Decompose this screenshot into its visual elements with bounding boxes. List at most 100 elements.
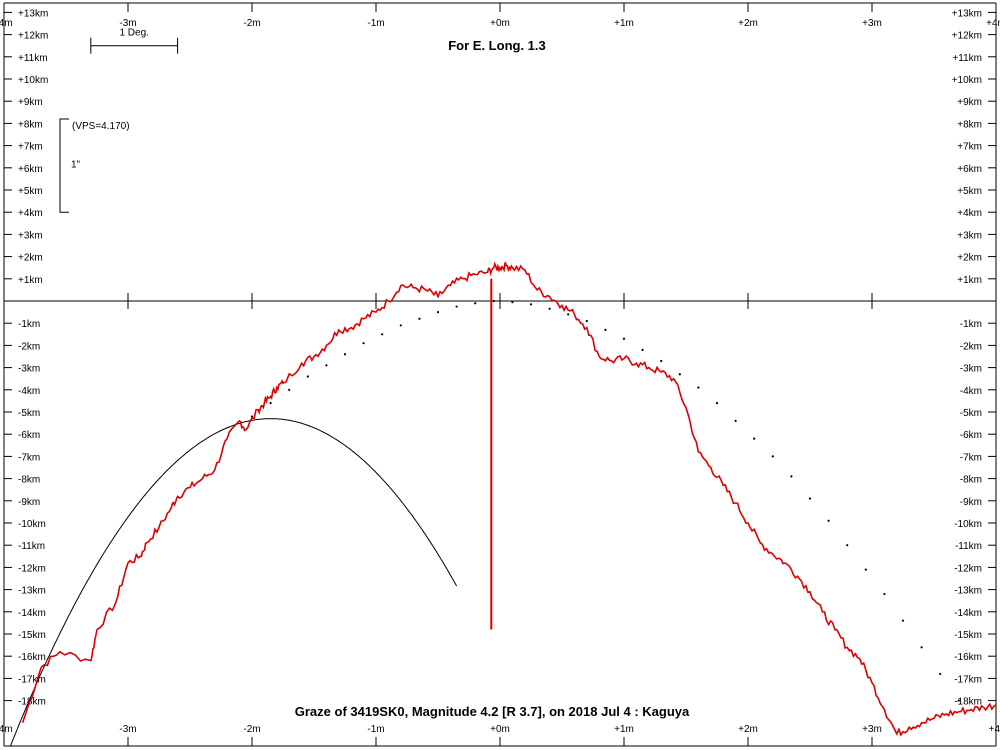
x-tick-label-bottom: +0m xyxy=(490,724,510,735)
x-tick-label-bottom: +3m xyxy=(862,724,882,735)
mean-limb-dot xyxy=(864,568,867,571)
mean-limb-dot xyxy=(250,415,254,418)
y-tick-label-right: +8km xyxy=(957,119,982,130)
y-tick-label-left: +2km xyxy=(18,253,43,264)
y-tick-label-left: -6km xyxy=(18,430,40,441)
mean-limb-dot xyxy=(715,402,719,405)
y-tick-label-left: -15km xyxy=(18,630,46,641)
y-tick-label-right: -18km xyxy=(954,697,982,708)
y-tick-label-right: -2km xyxy=(960,341,982,352)
y-tick-label-left: +8km xyxy=(18,119,43,130)
mean-limb-dots xyxy=(250,299,960,702)
y-tick-label-left: +10km xyxy=(18,75,48,86)
y-tick-label-right: -3km xyxy=(960,364,982,375)
mean-limb-dot xyxy=(771,455,774,458)
x-tick-label-top: +4m xyxy=(986,18,1000,29)
y-tick-label-left: -17km xyxy=(18,674,46,685)
y-tick-label-right: +5km xyxy=(957,186,982,197)
mean-limb-dot xyxy=(660,359,663,363)
y-tick-label-right: -4km xyxy=(960,386,982,397)
mean-limb-dot xyxy=(511,301,514,304)
x-tick-label-bottom: -1m xyxy=(367,724,384,735)
mean-limb-dot xyxy=(846,544,849,547)
y-tick-label-left: -18km xyxy=(18,697,46,708)
mean-limb-dot xyxy=(455,305,458,308)
mean-limb-dot xyxy=(418,317,421,320)
y-tick-label-right: +4km xyxy=(957,208,982,219)
y-tick-label-left: +5km xyxy=(18,186,43,197)
y-tick-label-right: -13km xyxy=(954,586,982,597)
y-tick-label-right: -15km xyxy=(954,630,982,641)
x-tick-label-top: -1m xyxy=(367,18,384,29)
y-tick-label-left: -13km xyxy=(18,586,46,597)
y-tick-label-right: -14km xyxy=(954,608,982,619)
mean-limb-dot xyxy=(957,699,960,702)
y-tick-label-left: +13km xyxy=(18,8,48,19)
mean-limb-dot xyxy=(827,519,830,522)
mean-limb-dot xyxy=(678,373,681,376)
tick-labels: -4m -3m -2m -1m +0m +1m +2m +3m +4m -4m -3m -2m -1m +… xyxy=(0,8,1000,735)
y-tick-label-left: +11km xyxy=(18,53,48,64)
mean-limb-dot xyxy=(306,375,309,378)
vps-label: (VPS=4.170) xyxy=(72,121,130,132)
y-tick-label-right: +3km xyxy=(957,230,982,241)
mean-limb-dot xyxy=(436,311,440,314)
y-tick-label-left: -7km xyxy=(18,452,40,463)
y-tick-label-right: +7km xyxy=(957,142,982,153)
y-tick-label-right: -5km xyxy=(960,408,982,419)
y-tick-label-left: +4km xyxy=(18,208,43,219)
mean-limb-dot xyxy=(492,299,495,303)
y-tick-label-left: -10km xyxy=(18,519,46,530)
y-tick-label-right: -7km xyxy=(960,452,982,463)
mean-limb-dot xyxy=(901,619,905,622)
vps-bracket: (VPS=4.170) 1" xyxy=(59,118,130,213)
mean-limb-dot xyxy=(399,324,402,327)
y-tick-label-left: -9km xyxy=(18,497,40,508)
x-tick-label-bottom: +4r xyxy=(989,724,1000,735)
mean-limb-dot xyxy=(753,437,756,440)
y-tick-label-right: -16km xyxy=(954,652,982,663)
y-tick-label-right: -9km xyxy=(960,497,982,508)
y-tick-label-right: +11km xyxy=(952,53,982,64)
y-tick-label-left: -14km xyxy=(18,608,46,619)
y-tick-label-right: +1km xyxy=(957,275,982,286)
scale-bar-label: 1 Deg. xyxy=(119,28,148,39)
x-tick-label-top: +2m xyxy=(738,18,758,29)
y-tick-label-right: -1km xyxy=(960,319,982,330)
tick-marks xyxy=(3,3,997,746)
limb-profile-line xyxy=(21,261,997,737)
vps-bracket-line xyxy=(59,118,69,213)
y-tick-label-left: -2km xyxy=(18,341,40,352)
y-tick-label-left: -11km xyxy=(18,541,45,552)
mean-limb-dot xyxy=(474,302,477,305)
y-tick-label-left: -3km xyxy=(18,364,40,375)
arcsec-label: 1" xyxy=(71,160,81,171)
y-tick-label-left: -12km xyxy=(18,563,46,574)
x-tick-label-top: -2m xyxy=(243,18,260,29)
y-tick-label-left: +3km xyxy=(18,230,43,241)
mean-limb-dot xyxy=(381,333,384,336)
x-tick-label-bottom: -3m xyxy=(119,724,136,735)
x-tick-label-top: -4m xyxy=(0,18,13,29)
mean-limb-dot xyxy=(567,313,570,316)
y-tick-label-left: -5km xyxy=(18,408,40,419)
y-tick-label-left: +9km xyxy=(18,97,43,108)
x-tick-label-top: +0m xyxy=(490,18,510,29)
y-tick-label-left: +7km xyxy=(18,142,43,153)
y-tick-label-right: +13km xyxy=(952,8,982,19)
x-tick-label-bottom: -4m xyxy=(0,724,13,735)
x-tick-label-top: -3m xyxy=(119,18,136,29)
y-tick-label-right: +9km xyxy=(957,97,982,108)
mean-limb-dot xyxy=(529,303,533,306)
mean-limb-dot xyxy=(697,386,700,389)
y-tick-label-left: -4km xyxy=(18,386,40,397)
x-tick-label-top: +1m xyxy=(614,18,634,29)
y-tick-label-left: -8km xyxy=(18,475,40,486)
x-tick-label-bottom: +1m xyxy=(614,724,634,735)
mean-limb-dot xyxy=(604,328,607,331)
y-tick-label-right: +12km xyxy=(952,31,982,42)
mean-limb-dot xyxy=(939,672,942,676)
mean-limb-dot xyxy=(883,592,886,596)
y-tick-label-left: -1km xyxy=(18,319,40,330)
mean-limb-dot xyxy=(362,342,365,345)
